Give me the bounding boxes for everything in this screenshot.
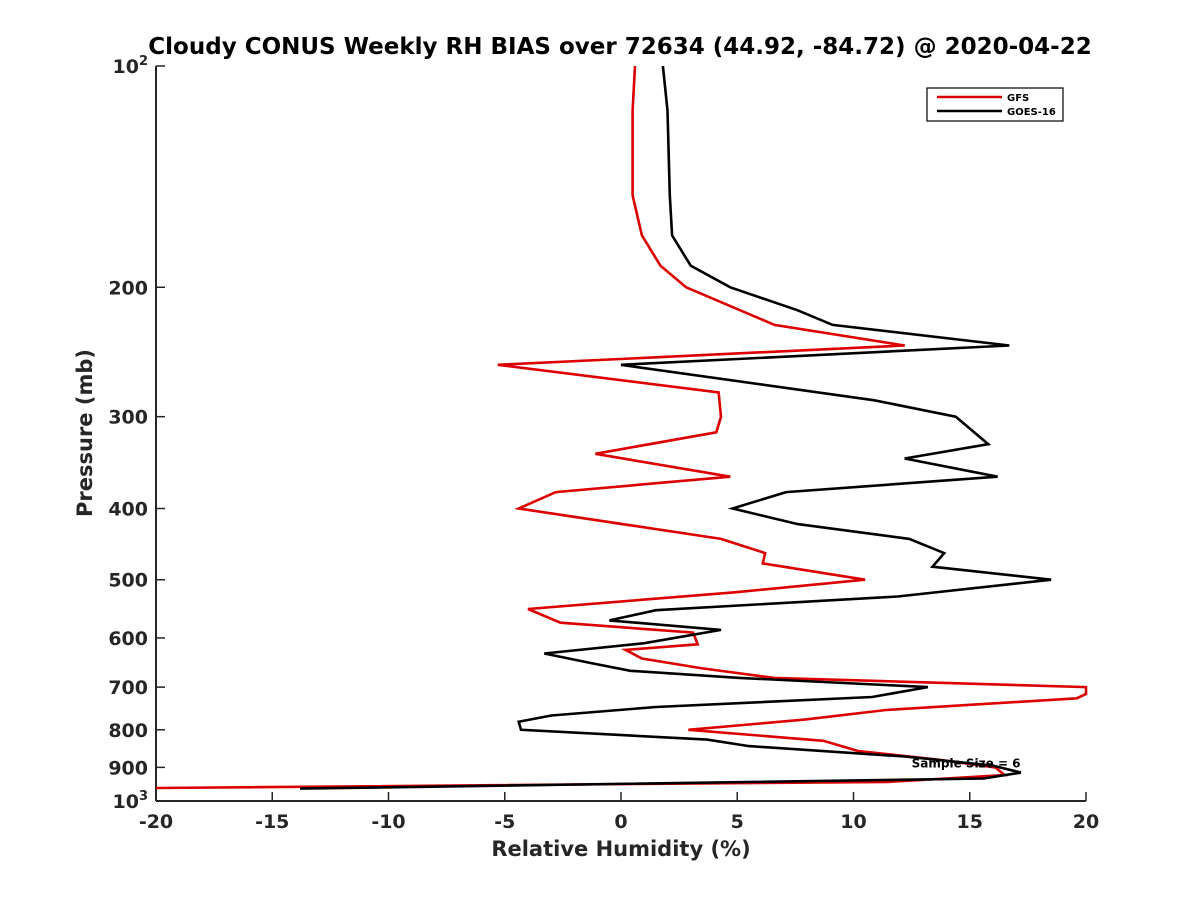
- legend-label-gfs: GFS: [1007, 93, 1029, 104]
- x-tick-label: -20: [139, 811, 173, 833]
- series-line-goes16: [300, 65, 1052, 790]
- x-axis-label: Relative Humidity (%): [491, 837, 750, 861]
- x-tick-label: 20: [1073, 811, 1099, 833]
- y-tick-label: 700: [108, 677, 148, 699]
- y-tick-label: 400: [108, 499, 148, 521]
- x-tick-label: 0: [614, 811, 627, 833]
- y-tick-label: 200: [108, 277, 148, 299]
- y-tick-label: 300: [108, 407, 148, 429]
- y-tick-label: 800: [108, 720, 148, 742]
- series-lines: [155, 65, 1088, 790]
- y-tick-label: 103: [113, 789, 149, 813]
- annotations: Sample Size = 6: [912, 757, 1021, 771]
- plot-area: -20 -15 -10 -5 0 5 10 15 20 102 200 300 400 500 600 70…: [108, 54, 1099, 833]
- x-tick-label: -15: [255, 811, 289, 833]
- y-axis-ticks: 102 200 300 400 500 600 700 800 900 103: [108, 54, 165, 813]
- x-tick-label: -10: [371, 811, 405, 833]
- series-line-gfs: [155, 65, 1088, 790]
- x-tick-label: -5: [494, 811, 515, 833]
- y-tick-label: 102: [113, 54, 149, 78]
- y-axis-label: Pressure (mb): [73, 349, 97, 517]
- legend-label-goes16: GOES-16: [1007, 107, 1056, 118]
- y-tick-label: 900: [108, 757, 148, 779]
- y-tick-label: 600: [108, 628, 148, 650]
- legend: GFS GOES-16: [926, 87, 1064, 122]
- y-tick-label: 500: [108, 570, 148, 592]
- x-tick-label: 5: [731, 811, 744, 833]
- x-tick-label: 10: [840, 811, 866, 833]
- sample-size-annotation: Sample Size = 6: [912, 757, 1021, 771]
- x-axis-ticks: -20 -15 -10 -5 0 5 10 15 20: [139, 792, 1099, 833]
- legend-box: [926, 87, 1064, 122]
- x-tick-label: 15: [957, 811, 983, 833]
- chart-title: Cloudy CONUS Weekly RH BIAS over 72634 (…: [148, 34, 1091, 60]
